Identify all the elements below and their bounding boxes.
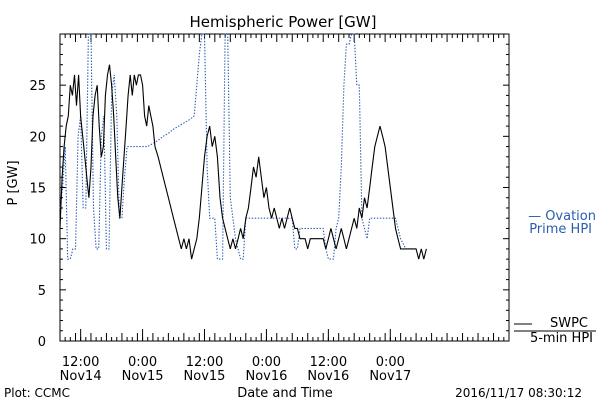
legend-swpc-line2: 5-min HPI: [530, 331, 593, 346]
y-tick-label: 10: [29, 233, 46, 248]
x-tick-label-time: 0:00: [252, 355, 281, 370]
y-axis-label: P [GW]: [6, 160, 21, 205]
y-tick-label: 20: [29, 130, 46, 145]
x-tick-label-time: 12:00: [62, 355, 99, 370]
swpc-5min-hpi-line: [59, 64, 427, 260]
timestamp: 2016/11/17 08:30:12: [455, 386, 582, 400]
ovation-prime-hpi-line: [59, 33, 417, 260]
x-tick-label-date: Nov17: [369, 369, 411, 384]
x-tick-label-time: 12:00: [310, 355, 347, 370]
x-axis-label: Date and Time: [237, 386, 333, 400]
x-tick-label-date: Nov15: [184, 369, 226, 384]
y-tick-label: 5: [38, 284, 46, 299]
y-axis-ticks: 0 5 10 15 20 25: [29, 43, 509, 350]
x-tick-label-date: Nov16: [245, 369, 287, 384]
y-tick-label: 15: [29, 182, 46, 197]
x-axis-ticks: 12:00Nov140:00Nov1512:00Nov150:00Nov1612…: [59, 34, 510, 384]
x-tick-label-time: 0:00: [128, 355, 157, 370]
y-tick-label: 0: [38, 335, 46, 350]
plot-credit: Plot: CCMC: [4, 386, 70, 400]
legend-ovation-line1: — Ovation: [528, 209, 596, 224]
x-tick-label-date: Nov14: [60, 369, 102, 384]
x-tick-label-date: Nov16: [307, 369, 349, 384]
x-tick-label-time: 12:00: [186, 355, 223, 370]
x-tick-label-time: 0:00: [376, 355, 405, 370]
plot-frame: [59, 33, 510, 342]
chart-title: Hemispheric Power [GW]: [190, 13, 377, 31]
legend-swpc-line1: SWPC: [550, 316, 588, 331]
x-tick-label-date: Nov15: [122, 369, 164, 384]
legend-ovation-line2: Prime HPI: [529, 222, 592, 237]
y-tick-label: 25: [29, 79, 46, 94]
